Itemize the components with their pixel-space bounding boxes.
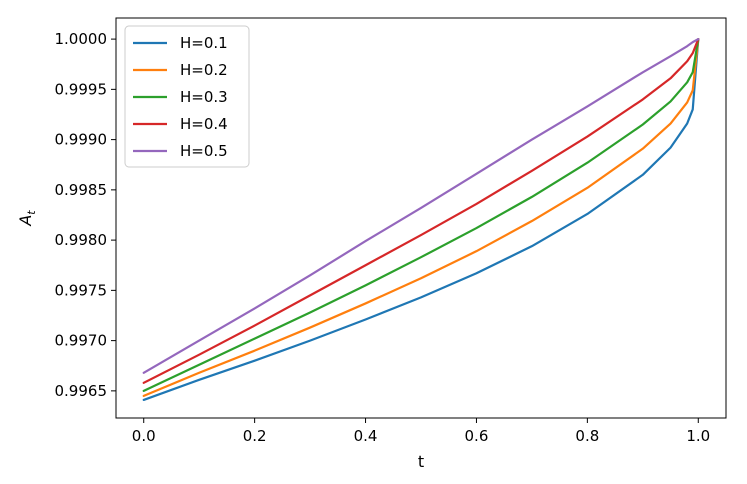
y-tick-label: 0.9970 <box>55 332 108 350</box>
legend-entry: H=0.2 <box>180 61 228 79</box>
x-tick-label: 0.8 <box>575 427 599 445</box>
x-tick-label: 0.4 <box>354 427 378 445</box>
y-tick-label: 0.9965 <box>55 382 108 400</box>
legend-box <box>124 25 250 168</box>
y-tick-label: 0.9985 <box>55 181 108 199</box>
y-axis-label-subscript: t <box>25 210 38 215</box>
x-axis-label: t <box>418 452 424 471</box>
series-line-3 <box>142 38 700 392</box>
y-tick-label: 0.9995 <box>55 80 108 98</box>
plot-frame <box>115 17 727 419</box>
legend-entry: H=0.3 <box>180 88 228 106</box>
x-axis: 0.0 0.2 0.4 0.6 0.8 1.0 <box>132 418 710 445</box>
legend-entry: H=0.4 <box>180 115 228 133</box>
x-tick-label: 1.0 <box>686 427 710 445</box>
y-tick-label: 0.9980 <box>55 231 108 249</box>
series-layer <box>142 38 700 402</box>
series-line-5 <box>142 38 700 374</box>
legend-entry: H=0.5 <box>180 142 228 160</box>
y-axis-label: At <box>16 210 38 227</box>
y-tick-label: 0.9975 <box>55 281 108 299</box>
x-tick-label: 0.6 <box>465 427 489 445</box>
series-line-1 <box>142 38 700 402</box>
series-line-4 <box>142 38 700 384</box>
x-tick-label: 0.0 <box>132 427 156 445</box>
y-tick-label: 1.0000 <box>55 30 108 48</box>
y-axis-label-main: A <box>16 215 35 227</box>
y-axis: 0.9965 0.9970 0.9975 0.9980 0.9985 0.9990 0.99… <box>55 30 116 400</box>
y-tick-label: 0.9990 <box>55 131 108 149</box>
series-line-2 <box>142 38 700 397</box>
x-tick-label: 0.2 <box>243 427 267 445</box>
legend-entry: H=0.1 <box>180 34 228 52</box>
legend: H=0.1 H=0.2 H=0.3 H=0.4 H=0.5 <box>124 25 250 168</box>
